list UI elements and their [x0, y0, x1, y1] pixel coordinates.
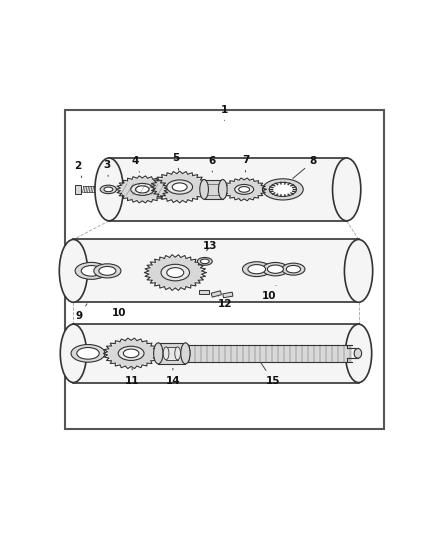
Text: 6: 6 [208, 156, 215, 172]
Ellipse shape [267, 265, 283, 273]
Ellipse shape [243, 262, 271, 277]
Text: 10: 10 [111, 301, 126, 318]
Ellipse shape [131, 183, 154, 196]
Ellipse shape [248, 264, 265, 274]
Bar [204, 180, 223, 199]
Polygon shape [211, 290, 222, 297]
Ellipse shape [235, 184, 254, 195]
Ellipse shape [59, 239, 88, 302]
Ellipse shape [167, 180, 193, 194]
Text: 10: 10 [262, 286, 276, 301]
Text: 11: 11 [125, 368, 139, 385]
Text: 3: 3 [104, 159, 111, 176]
Ellipse shape [100, 185, 117, 193]
Bar [75, 184, 81, 194]
Ellipse shape [71, 344, 105, 362]
Ellipse shape [107, 340, 155, 366]
Ellipse shape [286, 265, 300, 273]
Text: 13: 13 [203, 241, 218, 251]
Bar [74, 324, 359, 383]
Ellipse shape [120, 178, 164, 201]
Ellipse shape [124, 349, 139, 358]
Ellipse shape [197, 257, 212, 265]
Bar [109, 158, 346, 221]
Ellipse shape [155, 174, 204, 200]
Ellipse shape [118, 346, 144, 360]
Bar [166, 347, 178, 360]
Ellipse shape [104, 187, 113, 192]
Ellipse shape [99, 266, 116, 275]
Text: 9: 9 [76, 304, 87, 321]
Text: 5: 5 [173, 153, 180, 170]
Ellipse shape [181, 343, 190, 364]
Ellipse shape [282, 263, 305, 275]
Ellipse shape [332, 158, 361, 221]
Ellipse shape [200, 180, 208, 199]
Bar [187, 344, 352, 362]
Ellipse shape [167, 268, 184, 278]
Ellipse shape [163, 347, 169, 360]
Ellipse shape [94, 264, 121, 278]
Ellipse shape [200, 259, 209, 264]
Bar [74, 239, 359, 302]
Ellipse shape [135, 186, 149, 193]
Ellipse shape [60, 324, 87, 383]
Text: 15: 15 [261, 362, 280, 385]
Text: 2: 2 [74, 160, 82, 177]
Text: 8: 8 [293, 156, 317, 179]
Ellipse shape [161, 264, 190, 281]
Ellipse shape [269, 182, 297, 197]
Ellipse shape [77, 348, 99, 359]
Ellipse shape [344, 239, 373, 302]
Ellipse shape [346, 324, 372, 383]
Ellipse shape [219, 180, 227, 199]
Ellipse shape [149, 257, 202, 288]
Text: 4: 4 [132, 156, 139, 172]
Ellipse shape [184, 344, 190, 362]
Ellipse shape [175, 347, 180, 360]
Ellipse shape [154, 343, 163, 364]
Text: 1: 1 [221, 104, 228, 120]
Ellipse shape [75, 262, 108, 279]
Ellipse shape [81, 265, 102, 276]
Text: 12: 12 [218, 296, 233, 309]
Ellipse shape [95, 158, 123, 221]
Text: 14: 14 [166, 368, 180, 385]
Polygon shape [223, 292, 233, 298]
Ellipse shape [354, 349, 362, 358]
Polygon shape [199, 290, 209, 294]
Text: 7: 7 [242, 155, 249, 172]
Ellipse shape [239, 187, 250, 192]
Ellipse shape [226, 180, 262, 199]
Ellipse shape [262, 262, 288, 276]
Bar [158, 343, 185, 364]
Ellipse shape [262, 179, 303, 200]
Ellipse shape [172, 183, 187, 191]
